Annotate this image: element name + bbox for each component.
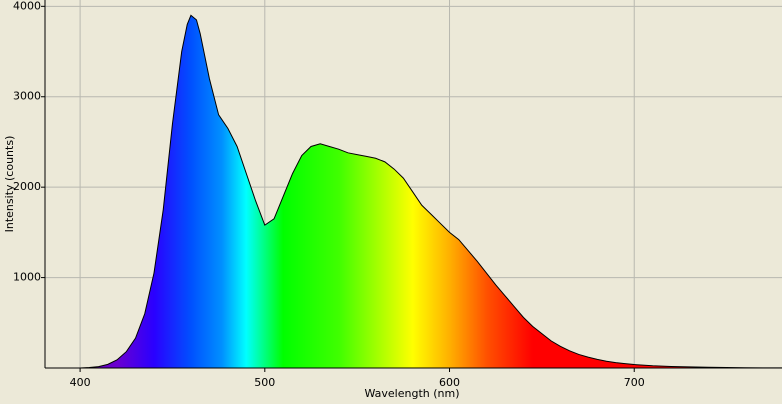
x-axis-label: Wavelength (nm) <box>364 387 459 400</box>
y-tick-label: 2000 <box>13 180 41 193</box>
spectrum-area <box>45 15 782 369</box>
x-tick-label: 400 <box>70 376 91 389</box>
y-tick-label: 4000 <box>13 0 41 12</box>
plot <box>45 14 782 369</box>
y-tick-label: 1000 <box>13 271 41 284</box>
spectrum-line <box>45 14 782 369</box>
x-tick-label: 700 <box>624 376 645 389</box>
x-tick-label: 600 <box>439 376 460 389</box>
x-tick-label: 500 <box>254 376 275 389</box>
y-axis-label: Intensity (counts) <box>3 136 16 233</box>
y-tick-label: 3000 <box>13 90 41 103</box>
